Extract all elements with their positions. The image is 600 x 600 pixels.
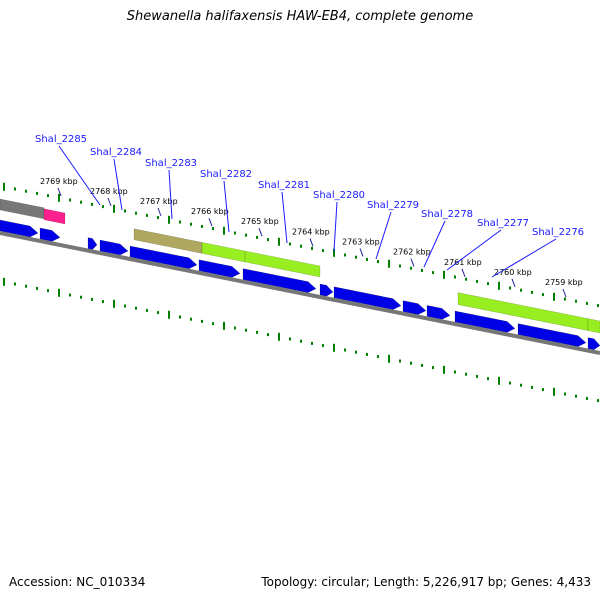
kbp-leader xyxy=(461,268,466,277)
gene-arrow xyxy=(198,259,241,278)
gene-leader-line xyxy=(168,169,173,220)
gene-arrow xyxy=(426,305,451,320)
gene-arrow xyxy=(587,337,600,351)
gene-arrow xyxy=(39,227,61,242)
kbp-label: 2759 kbp xyxy=(545,278,583,287)
gene-label: Shal_2281 xyxy=(258,180,310,191)
gene-leader-line xyxy=(423,220,446,268)
kbp-label: 2765 kbp xyxy=(241,217,279,226)
inner-tick-ring xyxy=(3,277,599,403)
kbp-label: 2769 kbp xyxy=(40,177,78,186)
kbp-leader xyxy=(309,238,314,247)
gene-leader-line xyxy=(223,180,230,233)
genome-info-text: Topology: circular; Length: 5,226,917 bp… xyxy=(261,575,591,589)
gene-arrow xyxy=(242,268,317,293)
map-title: Shewanella halifaxensis HAW-EB4, complet… xyxy=(126,9,474,24)
kbp-label-group: 2769 kbp 2768 kbp 2767 kbp 2766 kbp 2765 kbp… xyxy=(40,177,583,298)
gray-feature xyxy=(0,198,45,220)
kbp-leader xyxy=(410,258,415,267)
gene-arrow xyxy=(129,245,198,270)
kbp-leader xyxy=(359,248,364,257)
kbp-leader xyxy=(562,288,567,298)
green-feature xyxy=(587,318,600,334)
gene-leader-line xyxy=(375,211,392,260)
gene-label: Shal_2278 xyxy=(421,209,473,220)
gene-label: Shal_2283 xyxy=(145,158,197,169)
gene-label: Shal_2280 xyxy=(313,190,365,201)
gene-arrow xyxy=(333,286,402,310)
gene-leader-line xyxy=(333,201,338,252)
gene-leader-line xyxy=(58,145,101,206)
kbp-leader xyxy=(208,218,213,227)
accession-text: Accession: NC_010334 xyxy=(9,575,146,589)
gene-arrow xyxy=(87,237,98,250)
kbp-leader xyxy=(57,187,62,197)
kbp-label: 2766 kbp xyxy=(191,207,229,216)
kbp-label: 2760 kbp xyxy=(494,268,532,277)
backbone-track xyxy=(0,231,600,355)
kbp-label: 2763 kbp xyxy=(342,237,380,246)
kbp-label: 2762 kbp xyxy=(393,248,431,257)
outer-tick-ring xyxy=(3,182,599,308)
kbp-leader xyxy=(258,228,263,237)
gene-label: Shal_2277 xyxy=(477,218,529,229)
gene-label: Shal_2285 xyxy=(35,134,87,145)
gene-arrow xyxy=(0,219,39,238)
gene-arrow xyxy=(402,300,427,315)
gene-arrow xyxy=(319,283,334,297)
gene-leader-line xyxy=(446,229,502,271)
kbp-label: 2761 kbp xyxy=(444,258,482,267)
gene-label: Shal_2276 xyxy=(532,227,584,238)
green-feature xyxy=(244,250,321,278)
kbp-label: 2764 kbp xyxy=(292,227,330,236)
kbp-label: 2768 kbp xyxy=(90,187,128,196)
kbp-leader xyxy=(107,197,112,207)
kbp-leader xyxy=(511,278,516,287)
gene-label: Shal_2279 xyxy=(367,200,419,211)
gene-arrow xyxy=(517,323,587,347)
green-feature xyxy=(201,242,246,263)
gene-arrow xyxy=(99,239,129,256)
gene-label: Shal_2284 xyxy=(90,147,142,158)
feature-track xyxy=(0,198,600,351)
gene-label: Shal_2282 xyxy=(200,169,252,180)
gene-leader-line xyxy=(491,238,557,278)
pink-feature xyxy=(43,208,66,225)
gene-leader-line xyxy=(113,158,123,211)
gene-leader-line xyxy=(281,191,288,244)
kbp-leader xyxy=(157,207,162,217)
kbp-label: 2767 kbp xyxy=(140,197,178,206)
gene-arrow xyxy=(454,310,516,333)
backbone-line xyxy=(0,231,600,355)
